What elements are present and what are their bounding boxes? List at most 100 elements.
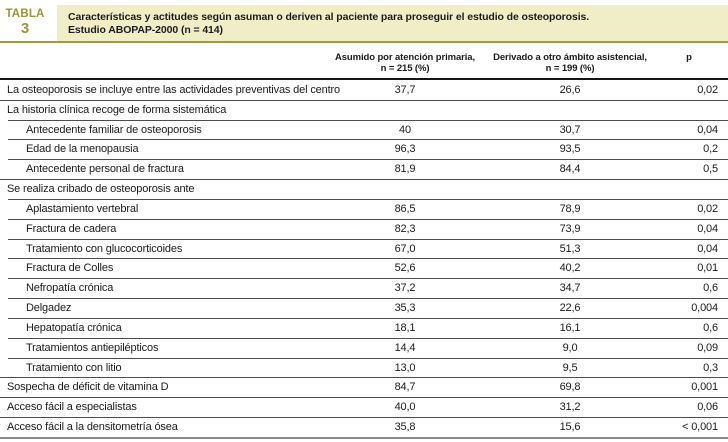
row-label: Aplastamiento vertebral	[26, 202, 139, 215]
row-value-primary-care: 35,8	[394, 420, 416, 433]
table-row: Hepatopatía crónica 18,1 16,1 0,6	[0, 317, 728, 338]
accent-rule	[0, 41, 728, 43]
row-value-p: 0,02	[697, 83, 718, 96]
row-value-primary-care: 37,7	[394, 83, 416, 96]
table-row: Nefropatía crónica 37,2 34,7 0,6	[0, 278, 728, 298]
row-label: Tratamiento con litio	[26, 361, 122, 374]
row-label: Nefropatía crónica	[26, 282, 114, 295]
row-value-referred: 16,1	[559, 321, 581, 334]
row-value-referred: 34,7	[559, 282, 581, 295]
row-value-p: 0,2	[703, 143, 718, 156]
row-value-referred: 78,9	[559, 202, 581, 215]
row-label: Delgadez	[26, 302, 72, 315]
row-value-primary-care: 35,3	[394, 302, 416, 315]
table-row: Aplastamiento vertebral 86,5 78,9 0,02	[0, 198, 728, 219]
column-header-pvalue: p	[686, 52, 692, 63]
column-header-primary-care-line2: n = 215 (%)	[380, 63, 430, 74]
row-value-referred: 22,6	[559, 302, 581, 315]
table-title-line2: Estudio ABOPAP-2000 (n = 414)	[68, 24, 223, 36]
row-value-primary-care: 40	[399, 123, 411, 136]
column-header-primary-care-line1: Asumido por atención primaria,	[334, 52, 476, 63]
table-row: Edad de la menopausia 96,3 93,5 0,2	[0, 139, 728, 159]
row-label: Tratamiento con glucocorticoides	[26, 242, 183, 255]
table-row: Tratamiento con litio 13,0 9,5 0,3	[0, 357, 728, 378]
row-value-primary-care: 18,1	[394, 321, 416, 334]
row-value-referred: 69,8	[559, 381, 581, 394]
column-header-empty	[0, 52, 330, 78]
table-row: Acceso fácil a la densitometría ósea 35,…	[0, 417, 728, 437]
row-value-primary-care: 86,5	[394, 202, 416, 215]
column-header-referred: Derivado a otro ámbito asistencial, n = …	[480, 52, 660, 78]
row-value-primary-care: 67,0	[394, 242, 416, 255]
row-value-p: < 0,001	[682, 420, 718, 433]
table-row: Antecedente personal de fractura 81,9 84…	[0, 159, 728, 179]
row-value-p: 0,01	[697, 262, 718, 275]
row-value-referred: 73,9	[559, 222, 581, 235]
row-value-referred: 31,2	[559, 401, 581, 414]
row-value-referred: 51,3	[559, 242, 581, 255]
row-label: Fractura de Colles	[26, 262, 114, 275]
row-value-referred: 30,7	[559, 123, 581, 136]
row-label: Tratamientos antiepilépticos	[26, 341, 159, 354]
row-label: Acceso fácil a especialistas	[7, 401, 137, 414]
row-value-p: 0,5	[703, 163, 718, 176]
row-value-referred: 40,2	[559, 262, 581, 275]
row-label: La historia clínica recoge de forma sist…	[7, 103, 227, 116]
row-value-referred: 9,5	[562, 361, 578, 374]
row-value-p: 0,6	[703, 282, 718, 295]
row-label: Antecedente familiar de osteoporosis	[26, 123, 202, 136]
row-label: Hepatopatía crónica	[26, 321, 122, 334]
row-value-p: 0,001	[691, 381, 718, 394]
row-value-primary-care: 40,0	[394, 401, 416, 414]
row-value-referred: 84,4	[559, 163, 581, 176]
row-value-p: 0,02	[697, 202, 718, 215]
table-row: Fractura de Colles 52,6 40,2 0,01	[0, 258, 728, 278]
table-header: TABLA 3 Características y actitudes segú…	[0, 5, 728, 41]
table-row: Sospecha de déficit de vitamina D 84,7 6…	[0, 377, 728, 397]
table-row: Acceso fácil a especialistas 40,0 31,2 0…	[0, 397, 728, 417]
row-value-primary-care: 81,9	[394, 163, 416, 176]
table-row: Tratamientos antiepilépticos 14,4 9,0 0,…	[0, 337, 728, 358]
row-label: Edad de la menopausia	[26, 143, 139, 156]
table-row: Fractura de cadera 82,3 73,9 0,04	[0, 218, 728, 239]
table-body: La osteoporosis se incluye entre las act…	[0, 80, 728, 439]
row-value-p: 0,04	[697, 123, 718, 136]
row-label: Acceso fácil a la densitometría ósea	[7, 420, 178, 433]
table-title-line1: Características y actitudes según asuman…	[68, 11, 590, 23]
table-row: Se realiza cribado de osteoporosis ante	[0, 179, 728, 199]
column-header-referred-line2: n = 199 (%)	[545, 63, 595, 74]
row-value-p: 0,04	[697, 222, 718, 235]
row-value-p: 0,6	[703, 321, 718, 334]
row-value-p: 0,09	[697, 341, 718, 354]
row-value-p: 0,04	[697, 242, 718, 255]
row-label: Antecedente personal de fractura	[26, 163, 184, 176]
row-value-primary-care: 96,3	[394, 143, 416, 156]
row-label: Sospecha de déficit de vitamina D	[7, 381, 169, 394]
table-row: La osteoporosis se incluye entre las act…	[0, 80, 728, 100]
row-value-p: 0,004	[691, 302, 718, 315]
row-value-primary-care: 37,2	[394, 282, 416, 295]
row-value-p: 0,06	[697, 401, 718, 414]
row-label: Se realiza cribado de osteoporosis ante	[7, 183, 195, 196]
row-value-primary-care: 82,3	[394, 222, 416, 235]
row-value-primary-care: 14,4	[394, 341, 416, 354]
table-row: Tratamiento con glucocorticoides 67,0 51…	[0, 238, 728, 259]
table-row: Antecedente familiar de osteoporosis 40 …	[0, 119, 728, 140]
row-label: Fractura de cadera	[26, 222, 117, 235]
row-value-referred: 9,0	[562, 341, 578, 354]
title-banner: Características y actitudes según asuman…	[57, 5, 728, 41]
table-badge-word: TABLA	[5, 8, 45, 20]
row-value-referred: 26,6	[559, 83, 581, 96]
row-value-referred: 93,5	[559, 143, 581, 156]
column-header-referred-line1: Derivado a otro ámbito asistencial,	[493, 52, 647, 63]
table-badge-number: 3	[20, 20, 30, 37]
row-value-primary-care: 13,0	[394, 361, 416, 374]
row-value-p: 0,3	[703, 361, 718, 374]
row-value-primary-care: 84,7	[394, 381, 416, 394]
table-number-badge: TABLA 3	[0, 5, 50, 41]
row-label: La osteoporosis se incluye entre las act…	[7, 83, 340, 96]
row-value-referred: 15,6	[559, 420, 581, 433]
row-value-primary-care: 52,6	[394, 262, 416, 275]
header-gap	[50, 5, 57, 41]
